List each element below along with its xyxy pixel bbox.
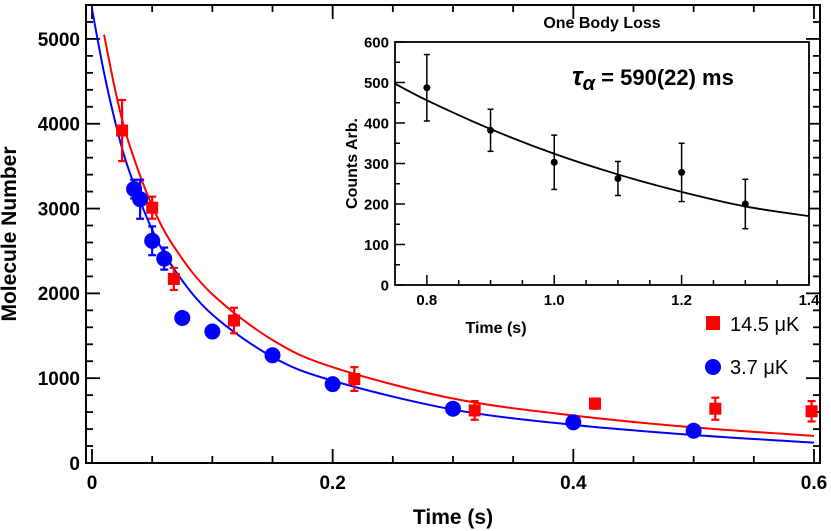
x-tick-label: 1.0 [544, 292, 565, 309]
data-point-square [228, 314, 241, 327]
y-tick-label: 0 [69, 454, 80, 475]
y-axis-title: Counts Arb. [344, 118, 361, 209]
x-tick-label: 1.2 [671, 292, 692, 309]
data-point-circle [565, 414, 582, 431]
legend-marker-square [706, 316, 720, 330]
x-axis-title: Time (s) [413, 506, 493, 529]
x-tick-label: 0 [87, 473, 98, 494]
y-tick-label: 100 [364, 237, 389, 254]
data-point-square [146, 201, 159, 214]
data-point-circle [614, 174, 622, 182]
data-point-square [167, 272, 180, 285]
inset-plot: 0.8 1.0 1.2 1.4 0 100 200 300 400 500 600 Time (s) C… [344, 15, 820, 337]
tau-annotation: τα = 590(22) ms [572, 61, 734, 95]
data-point-square [468, 404, 481, 417]
data-point-circle [741, 200, 749, 208]
data-point-circle [132, 191, 149, 208]
y-tick-label: 300 [364, 156, 389, 173]
data-point-circle [324, 376, 341, 393]
data-point-square [805, 405, 818, 418]
y-tick-label: 0 [381, 277, 389, 294]
data-point-square [588, 397, 601, 410]
x-tick-label: 0.6 [801, 473, 827, 494]
y-tick-label: 400 [364, 115, 389, 132]
x-tick-label: 0.4 [560, 473, 587, 494]
y-tick-label: 5000 [38, 30, 80, 51]
data-point-circle [174, 309, 191, 326]
legend-label: 14.5 μK [730, 314, 800, 336]
y-tick-label: 4000 [38, 115, 80, 136]
y-tick-label: 2000 [38, 284, 80, 305]
tau-value: = 590(22) ms [595, 65, 734, 90]
data-point-circle [678, 168, 686, 176]
y-tick-label: 500 [364, 75, 389, 92]
data-point-circle [487, 126, 495, 134]
data-point-circle [264, 347, 281, 364]
y-tick-label: 1000 [38, 369, 80, 390]
data-point-square [348, 373, 361, 386]
data-point-circle [550, 158, 558, 166]
tau-symbol: τ [572, 61, 584, 91]
fit-curve [103, 34, 815, 437]
y-tick-label: 600 [364, 34, 389, 51]
legend-label: 3.7 μK [730, 357, 789, 379]
data-point-circle [685, 422, 702, 439]
data-point-circle [204, 323, 221, 340]
x-tick-label: 1.4 [799, 292, 821, 309]
data-point-circle [156, 250, 173, 267]
tau-subscript: α [583, 73, 597, 95]
data-point-circle [445, 400, 461, 417]
data-point-circle [423, 84, 431, 92]
chart-title: One Body Loss [543, 15, 660, 32]
data-point-square [116, 124, 129, 137]
y-tick-label: 200 [364, 196, 389, 213]
legend-marker-circle [705, 359, 721, 375]
x-axis-title: Time (s) [465, 320, 526, 337]
x-tick-label: 0.2 [319, 473, 345, 494]
data-point-square [709, 402, 722, 415]
x-tick-label: 0.8 [416, 292, 437, 309]
data-point-circle [144, 232, 161, 249]
y-tick-label: 3000 [38, 199, 80, 220]
fit-curve [395, 82, 809, 218]
plot-frame [394, 41, 810, 286]
y-axis-title: Molecule Number [0, 146, 21, 321]
